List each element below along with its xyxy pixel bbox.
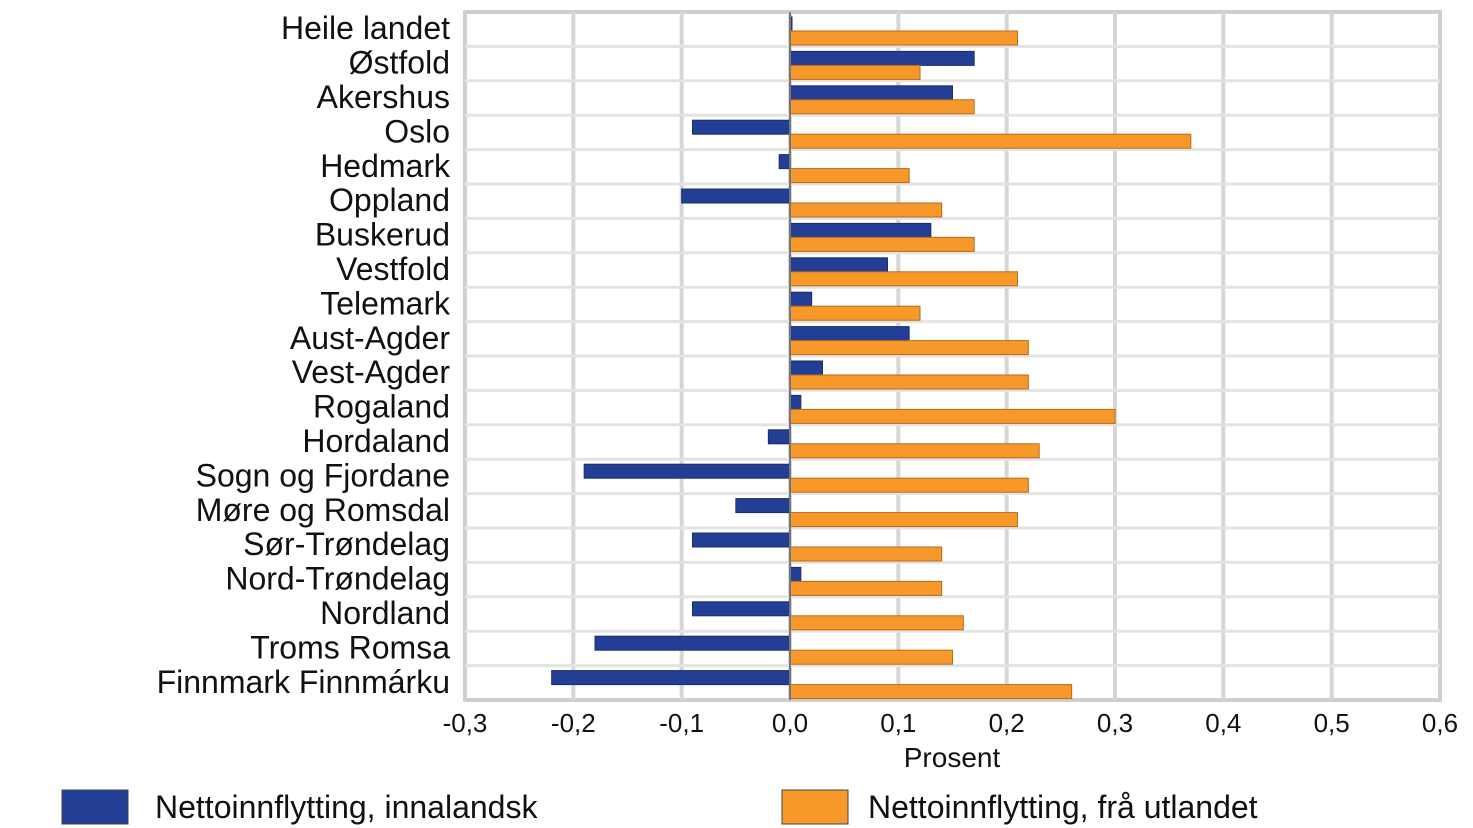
bar-innalandsk xyxy=(583,463,791,479)
category-label: Aust-Agder xyxy=(290,320,450,356)
bar-innalandsk xyxy=(594,635,791,651)
category-label: Akershus xyxy=(317,79,450,115)
legend-swatch xyxy=(781,789,849,825)
category-label: Oslo xyxy=(384,113,450,149)
bar-innalandsk xyxy=(681,188,791,204)
bar-innalandsk xyxy=(789,326,910,342)
bar-innalandsk xyxy=(692,601,791,617)
category-label: Troms Romsa xyxy=(250,629,450,665)
x-tick-label: -0,2 xyxy=(551,708,596,738)
bar-utlandet xyxy=(789,546,943,562)
category-label: Vest-Agder xyxy=(292,354,451,390)
bar-utlandet xyxy=(789,64,921,80)
category-label: Telemark xyxy=(320,285,451,321)
bar-utlandet xyxy=(789,236,975,252)
bar-utlandet xyxy=(789,684,1073,700)
category-label: Sogn og Fjordane xyxy=(196,457,450,493)
x-tick-labels: -0,3 -0,2 -0,1 0,0 0,1 0,2 0,3 0,4 0,5 0,6 xyxy=(443,708,1458,738)
category-label: Oppland xyxy=(329,182,450,218)
x-tick-label: 0,6 xyxy=(1422,708,1458,738)
category-label: Hedmark xyxy=(320,148,451,184)
bar-utlandet xyxy=(789,512,1018,528)
bar-utlandet xyxy=(789,202,943,218)
bar-utlandet xyxy=(789,408,1116,424)
category-label: Heile landet xyxy=(281,10,450,46)
legend-label: Nettoinnflytting, frå utlandet xyxy=(868,789,1258,825)
bar-innalandsk xyxy=(789,85,953,101)
category-label: Sør-Trøndelag xyxy=(243,526,450,562)
legend-label: Nettoinnflytting, innalandsk xyxy=(155,789,538,825)
x-tick-label: 0,0 xyxy=(772,708,808,738)
bar-utlandet xyxy=(789,374,1029,390)
bar-utlandet xyxy=(789,99,975,115)
grid xyxy=(465,12,1440,700)
bar-innalandsk xyxy=(692,119,791,135)
x-tick-label: 0,2 xyxy=(989,708,1025,738)
bar-utlandet xyxy=(789,133,1192,149)
x-axis-label: Prosent xyxy=(904,742,1001,773)
bars xyxy=(551,12,1192,700)
category-label: Møre og Romsdal xyxy=(196,492,450,528)
bar-utlandet xyxy=(789,443,1040,459)
bar-innalandsk xyxy=(767,429,791,445)
legend: Nettoinnflytting, innalandsk Nettoinnflyt… xyxy=(61,789,1258,825)
bar-utlandet xyxy=(789,649,953,665)
x-tick-label: -0,1 xyxy=(659,708,704,738)
x-tick-label: -0,3 xyxy=(443,708,488,738)
category-label: Østfold xyxy=(349,45,450,81)
bar-utlandet xyxy=(789,305,921,321)
category-labels: Heile landetØstfoldAkershusOsloHedmarkOp… xyxy=(157,10,451,700)
bar-utlandet xyxy=(789,30,1018,46)
bar-innalandsk xyxy=(789,257,888,273)
category-label: Nord-Trøndelag xyxy=(225,561,450,597)
category-label: Vestfold xyxy=(336,251,450,287)
bar-utlandet xyxy=(789,580,943,596)
bar-innalandsk xyxy=(778,154,791,170)
bar-utlandet xyxy=(789,271,1018,287)
bar-utlandet xyxy=(789,615,964,631)
bar-innalandsk xyxy=(789,291,813,307)
category-label: Buskerud xyxy=(315,217,450,253)
bar-utlandet xyxy=(789,168,910,184)
bar-utlandet xyxy=(789,477,1029,493)
x-tick-label: 0,5 xyxy=(1314,708,1350,738)
x-tick-label: 0,4 xyxy=(1205,708,1241,738)
bar-innalandsk xyxy=(789,566,802,582)
bar-innalandsk xyxy=(789,222,932,238)
bar-utlandet xyxy=(789,340,1029,356)
category-label: Nordland xyxy=(320,595,450,631)
legend-swatch xyxy=(61,789,129,825)
bar-innalandsk xyxy=(551,670,791,686)
category-label: Hordaland xyxy=(302,423,450,459)
category-label: Finnmark Finnmárku xyxy=(157,664,450,700)
bar-innalandsk xyxy=(789,50,975,66)
bar-innalandsk xyxy=(735,498,791,514)
bar-innalandsk xyxy=(789,394,802,410)
x-tick-label: 0,3 xyxy=(1097,708,1133,738)
x-tick-label: 0,1 xyxy=(880,708,916,738)
bar-innalandsk xyxy=(692,532,791,548)
category-label: Rogaland xyxy=(313,389,450,425)
bar-innalandsk xyxy=(789,360,823,376)
